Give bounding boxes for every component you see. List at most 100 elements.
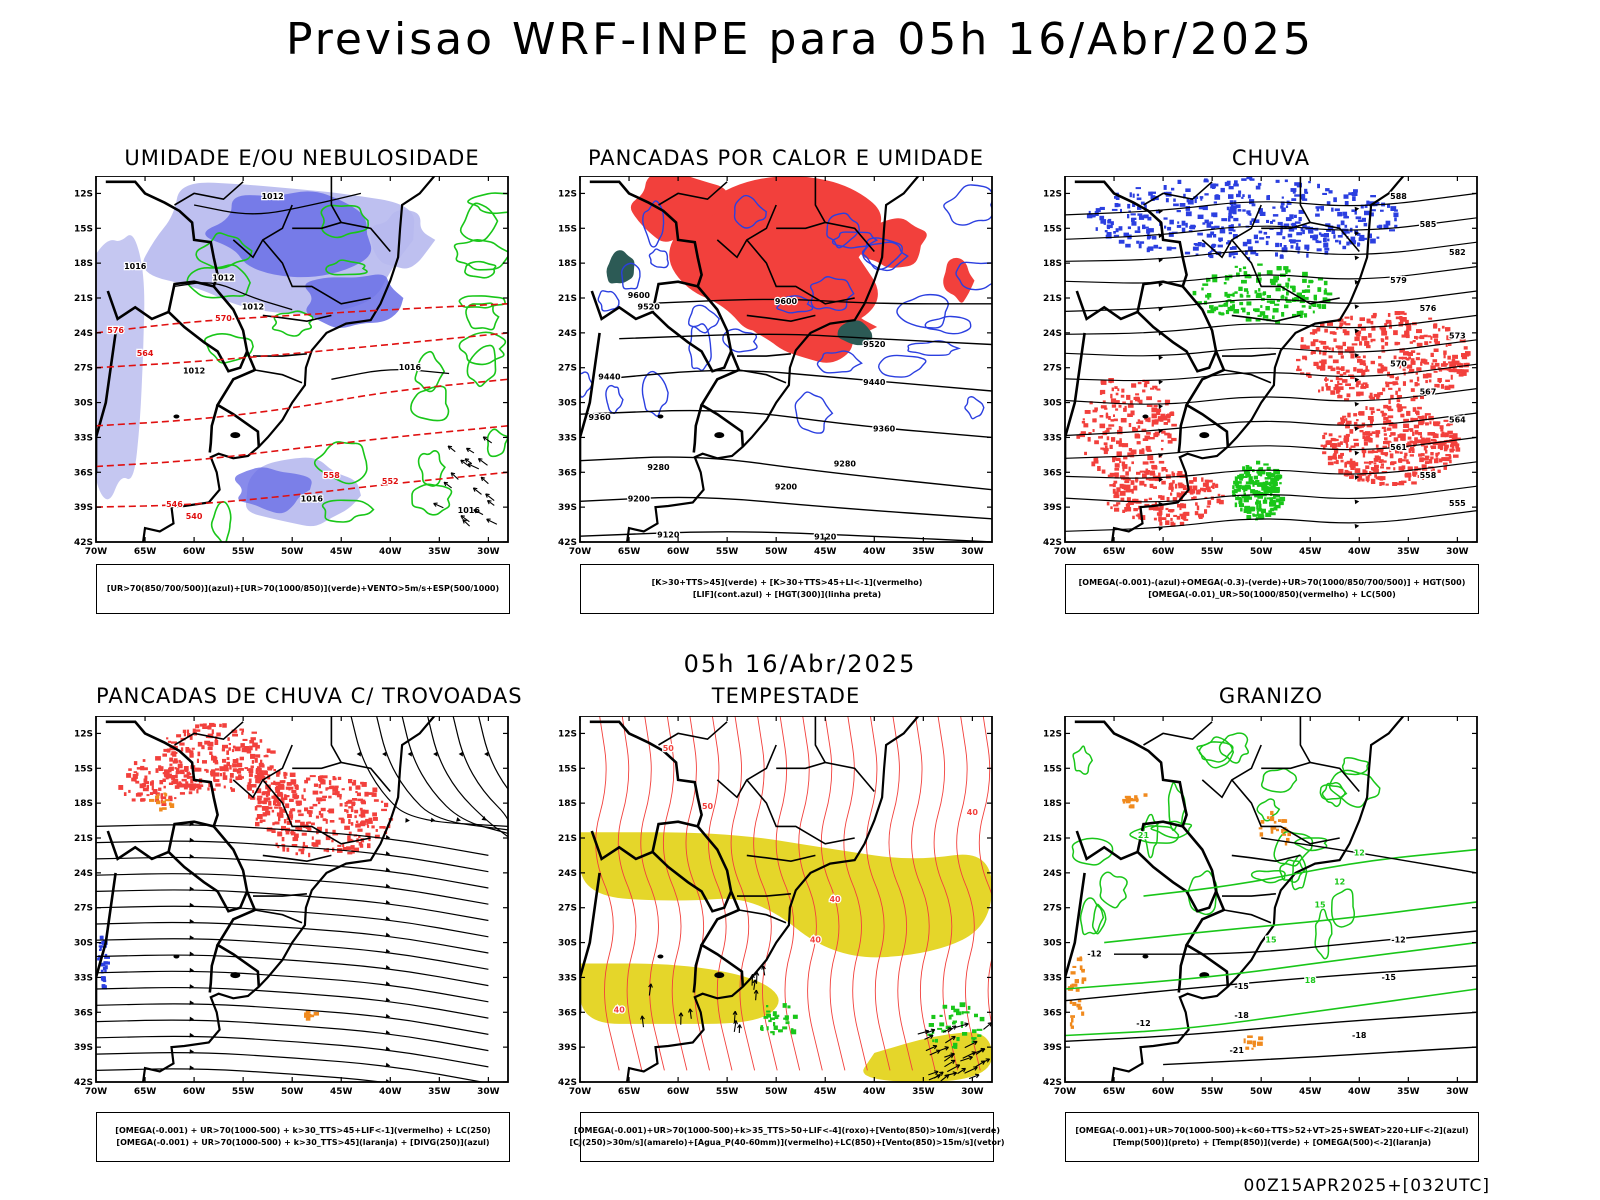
precip-cell: [1119, 490, 1126, 496]
precip-cell: [1113, 504, 1119, 507]
streamline-arrow: [430, 817, 436, 823]
precip-cell: [1315, 213, 1320, 217]
precip-cell: [359, 807, 363, 811]
precip-cell: [213, 776, 216, 782]
precip-cell: [255, 778, 261, 784]
precip-cell: [1385, 381, 1388, 384]
vector-head: [460, 515, 465, 520]
precip-cell: [1325, 440, 1331, 445]
precip-cell: [1311, 304, 1315, 307]
vector-head: [973, 1040, 978, 1046]
streamline-arrow: [1158, 452, 1164, 458]
precip-cell: [1394, 311, 1401, 316]
temp-500-contour: [1065, 965, 1477, 1002]
precip-cell: [1420, 361, 1423, 366]
precip-cell: [207, 743, 211, 746]
precip-cell: [1165, 507, 1169, 511]
precip-cell: [1264, 477, 1269, 480]
precip-cell: [305, 821, 309, 825]
precip-cell: [1272, 315, 1275, 320]
precip-cell: [1257, 513, 1264, 516]
precip-cell: [1256, 508, 1259, 511]
precip-cell: [1421, 475, 1424, 480]
precip-cell: [1382, 413, 1388, 416]
precip-cell: [97, 957, 100, 961]
temp-500-contour: [1261, 837, 1477, 874]
precip-cell: [1306, 253, 1309, 258]
humidity-area-light: [370, 209, 436, 269]
precip-cell: [297, 827, 303, 832]
precip-cell: [246, 768, 250, 771]
precip-cell: [348, 806, 354, 809]
lon-label: 35W: [912, 547, 935, 557]
wind-vector: [944, 1059, 956, 1068]
precip-cell: [1102, 219, 1107, 224]
precip-cell: [1255, 480, 1260, 483]
precip-cell: [373, 799, 379, 802]
precip-cell: [1338, 435, 1342, 438]
precip-cell: [1324, 250, 1329, 255]
precip-cell: [1267, 489, 1271, 494]
precip-cell: [1180, 491, 1187, 495]
precip-cell: [1344, 469, 1349, 472]
precip-cell: [1331, 347, 1334, 352]
coastline: [626, 716, 920, 1082]
temp-850-contour: [1072, 745, 1094, 775]
precip-cell: [1363, 222, 1368, 227]
precip-cell: [1256, 292, 1262, 297]
streamline-arrow: [1354, 353, 1360, 358]
precip-cell: [325, 835, 331, 841]
precip-cell: [1252, 482, 1255, 487]
lat-label: 33S: [558, 973, 577, 983]
precip-cell: [1265, 306, 1270, 311]
precip-cell: [1295, 246, 1301, 251]
water-contour: [933, 716, 959, 1071]
precip-cell: [1379, 392, 1383, 396]
precip-cell: [1081, 1011, 1085, 1016]
water-contour: [662, 716, 688, 1071]
precip-cell: [1286, 205, 1289, 208]
precip-cell: [1147, 455, 1154, 461]
precip-cell: [1342, 245, 1347, 250]
precip-cell: [1252, 1044, 1256, 1048]
precip-cell: [1380, 450, 1384, 455]
precip-cell: [166, 737, 169, 740]
precip-cell: [254, 806, 258, 811]
precip-cell: [176, 767, 180, 772]
precip-cell: [298, 848, 305, 852]
precip-cell: [185, 784, 189, 788]
precip-cell: [1381, 330, 1388, 336]
precip-cell: [1340, 418, 1346, 424]
contour-label: -18: [1352, 1031, 1367, 1040]
precip-cell: [1390, 461, 1397, 464]
precip-cell: [364, 809, 369, 814]
country-border: [1136, 850, 1218, 913]
precip-cell: [1380, 327, 1387, 331]
precip-cell: [1165, 513, 1170, 517]
geographic-base: [580, 716, 920, 1082]
precip-cell: [210, 770, 214, 776]
country-border: [590, 280, 699, 321]
precip-cell: [276, 772, 280, 777]
precip-cell: [259, 739, 263, 743]
precip-cell: [1266, 472, 1272, 476]
vector-head: [950, 1052, 955, 1058]
state-border: [174, 721, 244, 746]
precip-cell: [118, 785, 124, 790]
precip-cell: [1364, 341, 1370, 346]
precip-cell: [1265, 491, 1269, 494]
precip-cell: [155, 795, 159, 800]
precip-cell: [1303, 313, 1308, 318]
precip-cell: [1270, 825, 1277, 830]
precip-cell: [1269, 512, 1276, 516]
precip-cell: [1447, 355, 1451, 360]
country-border: [105, 180, 261, 447]
state-border: [292, 761, 391, 793]
precip-cell: [1266, 467, 1270, 471]
precip-cell: [1316, 248, 1322, 252]
precip-cell: [1122, 798, 1128, 802]
precip-cell: [175, 771, 180, 775]
precip-cell: [1379, 476, 1382, 480]
precip-cell: [1433, 323, 1438, 327]
humidity-contour: [321, 499, 375, 523]
